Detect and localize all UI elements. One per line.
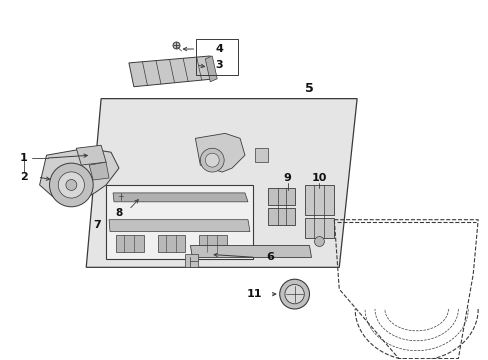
Text: 4: 4 [215, 44, 223, 54]
Polygon shape [40, 148, 119, 200]
Polygon shape [195, 133, 244, 172]
Circle shape [66, 180, 77, 190]
Polygon shape [116, 235, 143, 252]
Circle shape [58, 172, 84, 198]
Polygon shape [113, 193, 247, 202]
Polygon shape [190, 246, 311, 257]
Polygon shape [304, 185, 334, 215]
Polygon shape [185, 255, 198, 267]
Polygon shape [109, 220, 249, 231]
Circle shape [279, 279, 309, 309]
Polygon shape [267, 208, 294, 225]
Bar [196, 39, 238, 75]
Bar [106, 185, 252, 260]
Circle shape [200, 148, 224, 172]
Text: 6: 6 [265, 252, 273, 262]
Text: 5: 5 [305, 82, 313, 95]
Polygon shape [76, 145, 106, 165]
Polygon shape [304, 218, 334, 238]
Polygon shape [205, 56, 217, 82]
Polygon shape [89, 162, 109, 180]
Polygon shape [254, 148, 267, 162]
Circle shape [205, 153, 219, 167]
Text: 9: 9 [283, 173, 291, 183]
Circle shape [49, 163, 93, 207]
Polygon shape [86, 99, 356, 267]
Circle shape [285, 284, 304, 304]
Polygon shape [129, 56, 215, 87]
Text: 11: 11 [246, 289, 262, 299]
Text: 8: 8 [115, 208, 122, 218]
Polygon shape [199, 235, 226, 252]
Text: 10: 10 [311, 173, 326, 183]
Text: 7: 7 [93, 220, 101, 230]
Circle shape [314, 237, 324, 247]
Text: 3: 3 [215, 60, 223, 70]
Polygon shape [267, 188, 294, 205]
Text: 2: 2 [20, 172, 27, 182]
Polygon shape [157, 235, 185, 252]
Text: 1: 1 [20, 153, 27, 163]
